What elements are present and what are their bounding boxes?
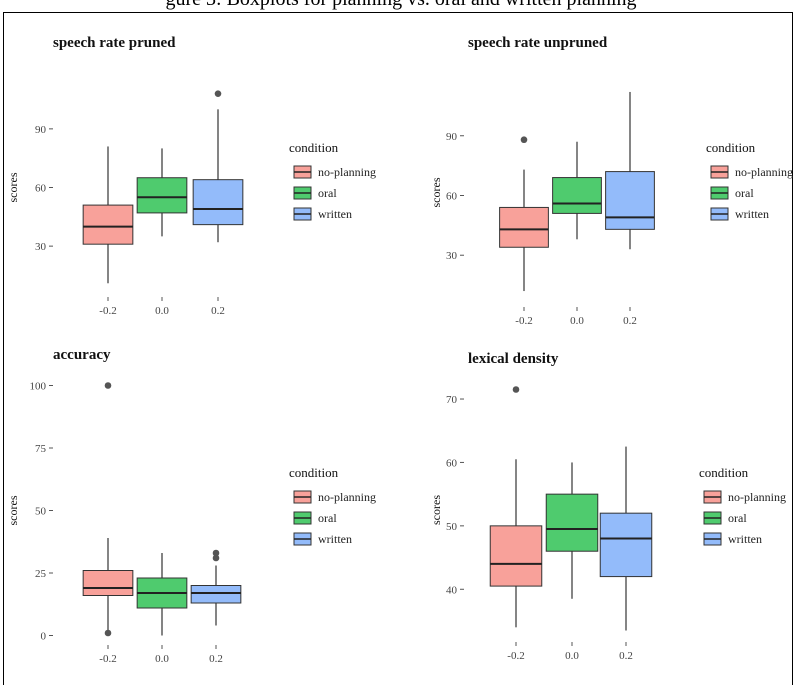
- box-oral: [545, 493, 599, 552]
- outlier-point: [104, 629, 112, 637]
- legend-entry-label: written: [728, 532, 762, 546]
- legend-entry-label: no-planning: [735, 165, 793, 179]
- box-oral: [552, 177, 602, 214]
- y-tick-label: 75: [35, 443, 47, 455]
- figure-frame: [3, 12, 793, 685]
- boxplot-panel: speech rate unpruned scores 30 60 90 -0.2 0.0 0…: [429, 35, 793, 327]
- y-axis-label: scores: [6, 172, 20, 202]
- legend-entry-label: oral: [318, 511, 337, 525]
- y-axis-label: scores: [429, 177, 443, 207]
- panel-title: lexical density: [468, 351, 559, 367]
- boxplot-panel: accuracy scores 0 25 50 75 100 -0.2 0.0 0.2 condit…: [6, 347, 376, 665]
- panel-title: speech rate unpruned: [468, 35, 608, 51]
- legend: condition no-planning oral written: [706, 140, 793, 221]
- outlier-point: [512, 386, 520, 393]
- legend-entry-label: oral: [728, 511, 747, 525]
- x-tick-label: -0.2: [99, 305, 116, 317]
- legend: condition no-planning oral written: [289, 465, 376, 546]
- outlier-point: [214, 90, 222, 97]
- legend-entry-label: no-planning: [728, 490, 786, 504]
- legend-entry-label: written: [318, 207, 352, 221]
- y-tick-label: 25: [35, 568, 47, 580]
- x-tick-label: 0.0: [155, 305, 169, 317]
- y-axis-label: scores: [6, 495, 20, 525]
- y-tick-label: 0: [41, 631, 47, 643]
- box-no-planning: [489, 525, 543, 587]
- legend: condition no-planning oral written: [699, 465, 786, 546]
- x-tick-label: -0.2: [515, 315, 532, 327]
- x-tick-label: 0.0: [155, 653, 169, 665]
- x-tick-label: 0.2: [209, 653, 223, 665]
- y-tick-label: 60: [446, 457, 458, 469]
- y-tick-label: 60: [446, 190, 458, 202]
- y-tick-label: 40: [446, 584, 458, 596]
- box-written: [190, 585, 242, 604]
- boxplot-panel: speech rate pruned scores 30 60 90 -0.2 0.0 0.2…: [6, 35, 376, 317]
- outlier-point: [212, 549, 220, 557]
- outlier-point: [104, 382, 112, 389]
- y-tick-label: 50: [35, 506, 47, 518]
- outlier-point: [520, 136, 528, 144]
- legend-entry-label: oral: [735, 186, 754, 200]
- legend-title: condition: [706, 140, 756, 155]
- legend-entry-label: no-planning: [318, 490, 376, 504]
- y-tick-label: 90: [446, 131, 458, 143]
- y-axis-label: scores: [429, 495, 443, 525]
- y-tick-label: 100: [30, 381, 47, 393]
- panel-title: speech rate pruned: [53, 35, 176, 51]
- figure-caption: gure 3: Boxplots for planning vs. oral a…: [0, 0, 802, 11]
- legend-title: condition: [289, 465, 339, 480]
- outlier-point: [212, 554, 220, 562]
- legend: condition no-planning oral written: [289, 140, 376, 221]
- y-tick-label: 70: [446, 394, 458, 406]
- box-written: [605, 171, 655, 230]
- y-tick-label: 90: [35, 124, 47, 136]
- legend-entry-label: written: [735, 207, 769, 221]
- x-tick-label: -0.2: [99, 653, 116, 665]
- legend-title: condition: [289, 140, 339, 155]
- y-tick-label: 30: [35, 241, 47, 253]
- boxplot-panel: lexical density scores 40 50 60 70 -0.2 0.0 0.2 c…: [429, 351, 786, 662]
- x-tick-label: 0.2: [211, 305, 225, 317]
- y-tick-label: 50: [446, 521, 458, 533]
- legend-entry-label: written: [318, 532, 352, 546]
- x-tick-label: 0.0: [565, 650, 579, 662]
- box-no-planning: [82, 204, 134, 245]
- x-tick-label: 0.2: [623, 315, 637, 327]
- x-tick-label: -0.2: [507, 650, 524, 662]
- figure-caption-strip: gure 3: Boxplots for planning vs. oral a…: [0, 0, 802, 12]
- legend-entry-label: oral: [318, 186, 337, 200]
- y-tick-label: 30: [446, 250, 458, 262]
- panel-title: accuracy: [53, 347, 111, 363]
- box-written: [599, 512, 653, 578]
- x-tick-label: 0.0: [570, 315, 584, 327]
- box-no-planning: [82, 570, 134, 596]
- x-tick-label: 0.2: [619, 650, 633, 662]
- legend-title: condition: [699, 465, 749, 480]
- y-tick-label: 60: [35, 183, 47, 195]
- box-written: [192, 179, 244, 226]
- box-no-planning: [499, 206, 549, 248]
- legend-entry-label: no-planning: [318, 165, 376, 179]
- box-oral: [136, 177, 188, 214]
